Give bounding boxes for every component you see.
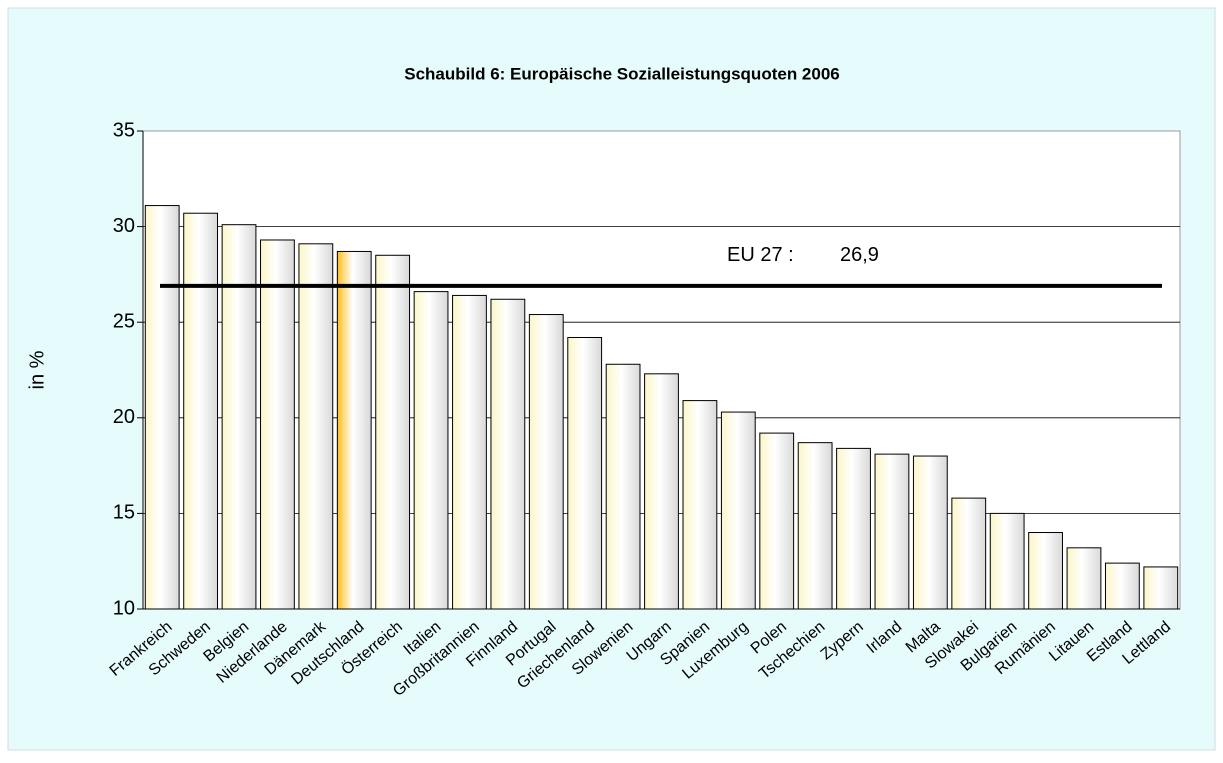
bar — [528, 314, 564, 610]
bar — [682, 400, 718, 610]
y-tick-label: 35 — [113, 119, 135, 141]
bar — [1028, 532, 1063, 610]
bar — [605, 363, 641, 610]
bar — [797, 442, 833, 610]
bar — [874, 453, 910, 610]
reference-value-label: 26,9 — [840, 244, 879, 266]
bar — [336, 250, 372, 610]
y-tick-label: 30 — [113, 215, 135, 237]
bar — [951, 497, 987, 610]
y-tick-label: 25 — [113, 310, 135, 332]
y-tick-label: 20 — [113, 406, 135, 428]
bar — [1143, 566, 1179, 610]
bar — [912, 455, 948, 610]
bar — [260, 239, 295, 610]
y-tick-label: 10 — [113, 597, 135, 619]
bar — [989, 512, 1025, 610]
bar — [1066, 547, 1102, 610]
bar — [221, 224, 257, 610]
bar — [490, 298, 526, 610]
chart-title: Schaubild 6: Europäische Sozialleistungs… — [404, 64, 840, 83]
bar — [183, 212, 219, 610]
bar — [298, 243, 334, 610]
reference-name: EU 27 : — [727, 244, 794, 266]
bar — [1104, 562, 1140, 610]
bar — [452, 294, 487, 610]
bar — [413, 291, 449, 610]
bar — [759, 432, 795, 610]
bar — [720, 411, 756, 610]
bar — [567, 336, 603, 610]
bar — [144, 205, 180, 610]
bar — [836, 447, 871, 610]
y-axis-label: in % — [26, 350, 48, 389]
bar — [375, 254, 411, 610]
y-tick-label: 15 — [113, 502, 135, 524]
bar — [644, 373, 679, 610]
